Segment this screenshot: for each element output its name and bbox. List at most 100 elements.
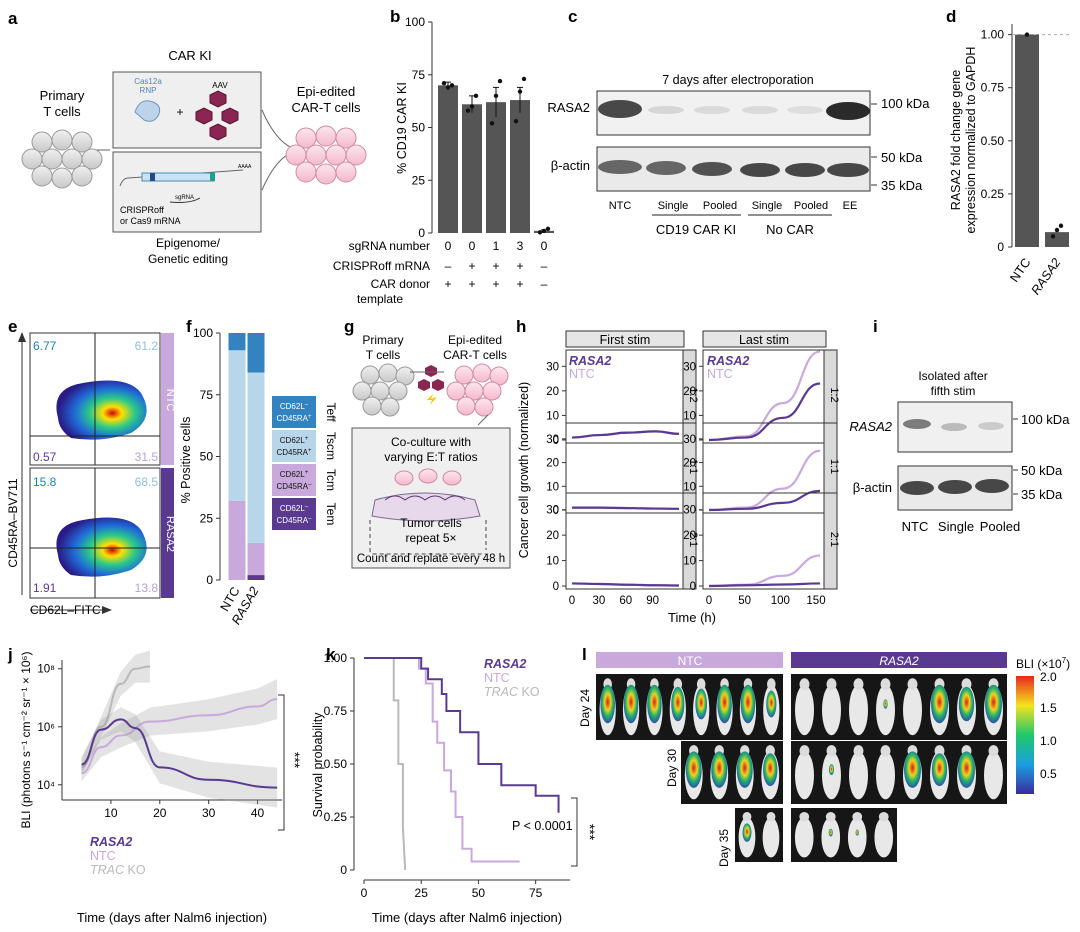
b-bar bbox=[438, 85, 458, 233]
l-tick-15: 1.5 bbox=[1040, 701, 1057, 715]
g-tumor-1: Tumor cells bbox=[400, 516, 462, 530]
k-series-line bbox=[364, 657, 520, 863]
f-legend-swatch bbox=[272, 498, 316, 530]
f-legend-l1: CD62L– bbox=[280, 402, 309, 411]
g-aav-icon bbox=[418, 365, 444, 391]
h-legend-ntc-first: NTC bbox=[569, 367, 595, 381]
g-primary-1: Primary bbox=[362, 333, 403, 347]
d-ylabel-2: expression normalized to GAPDH bbox=[964, 47, 978, 234]
l-mouse-signal bbox=[717, 684, 732, 724]
h-strip-first-text: First stim bbox=[600, 333, 651, 347]
e-rasa2-q2: 68.5 bbox=[135, 475, 159, 489]
j-ci-band bbox=[81, 707, 278, 808]
b-row-value: 3 bbox=[517, 239, 524, 253]
f-legend-l1: CD62L+ bbox=[280, 436, 309, 445]
h-series-rasa2 bbox=[572, 506, 680, 510]
k-legend-trac: TRAC KO bbox=[484, 685, 540, 699]
k-sig-stars: *** bbox=[582, 824, 598, 841]
editing-box bbox=[112, 151, 262, 233]
mrna-domain-2 bbox=[210, 173, 215, 181]
b-point bbox=[517, 89, 523, 94]
b-row-label-crisproff: CRISPRoff mRNA bbox=[333, 259, 430, 273]
h-ytick-label: 30 bbox=[546, 361, 559, 373]
j-series-line bbox=[81, 718, 278, 789]
e-tag-ntc-text: NTC bbox=[164, 389, 176, 412]
panel-letter-l: l bbox=[582, 645, 587, 664]
h-ytick-label: 10 bbox=[683, 481, 696, 493]
f-legend-l2-sign: + bbox=[308, 448, 312, 454]
b-row-values: 0 0 1 3 0 – + + + – + + + + – bbox=[444, 239, 547, 291]
h-ytick-label: 10 bbox=[683, 410, 696, 422]
b-row-value: + bbox=[516, 259, 523, 273]
d-ytick-label: 0 bbox=[997, 240, 1004, 254]
e-rasa2-q4: 13.8 bbox=[135, 581, 159, 595]
f-legend-l1-sign: + bbox=[305, 470, 309, 476]
mrna-strand bbox=[119, 169, 244, 187]
l-mouse-head bbox=[826, 745, 837, 757]
mrna-domain-1 bbox=[150, 173, 155, 181]
l-mouse-head bbox=[767, 678, 776, 691]
k-ylabel: Survival probability bbox=[311, 712, 325, 818]
c-group-2: No CAR bbox=[766, 222, 814, 237]
k-xtick-label: 25 bbox=[415, 886, 429, 900]
b-point bbox=[545, 226, 551, 231]
b-row-value: + bbox=[444, 277, 451, 291]
j-legend-trac-name: TRAC bbox=[90, 863, 125, 877]
h-ytick-label: 20 bbox=[683, 530, 696, 542]
panel-letter-g: g bbox=[344, 317, 354, 336]
k-ytick-label: 0 bbox=[340, 863, 347, 877]
i-band-2 bbox=[941, 423, 967, 431]
c-rasa2-label: RASA2 bbox=[547, 100, 590, 115]
h-cell-frame bbox=[702, 492, 825, 590]
l-day35: Day 35 bbox=[717, 829, 731, 867]
f-legend-l1-sign: – bbox=[305, 504, 309, 510]
f-bar-segment bbox=[228, 333, 246, 351]
h-series-rasa2 bbox=[571, 582, 680, 587]
b-bar bbox=[462, 104, 482, 233]
j-ytick-label: 10⁸ bbox=[37, 664, 55, 676]
c-bands bbox=[598, 100, 870, 177]
g-primary-cells bbox=[352, 363, 415, 417]
c-kda50: 50 kDa bbox=[881, 150, 923, 165]
g-coculture-1: Co-culture with bbox=[391, 435, 471, 449]
b-point bbox=[469, 104, 475, 109]
b-row-value: + bbox=[492, 259, 499, 273]
j-xtick-label: 20 bbox=[153, 806, 167, 820]
l-mouse-head bbox=[742, 811, 752, 822]
e-rasa2-q1: 15.8 bbox=[33, 475, 57, 489]
h-ytick-label: 10 bbox=[546, 410, 559, 422]
c-lane-pooled-2: Pooled bbox=[794, 200, 828, 212]
k-pvalue: P < 0.0001 bbox=[512, 819, 573, 833]
h-ratio-label: 1:2 bbox=[687, 387, 699, 402]
b-point bbox=[537, 230, 543, 235]
epigenome-label-2: Genetic editing bbox=[148, 252, 228, 266]
panel-letter-d: d bbox=[946, 7, 956, 26]
primary-label-2: T cells bbox=[43, 104, 81, 119]
panel-letter-j: j bbox=[7, 645, 13, 664]
j-legend-trac: TRAC KO bbox=[90, 863, 146, 877]
i-band-1 bbox=[903, 419, 931, 429]
panel-letter-a: a bbox=[8, 9, 18, 28]
b-row-label-template: template bbox=[357, 292, 403, 306]
h-ytick-label: 30 bbox=[683, 361, 696, 373]
j-xlabel: Time (days after Nalm6 injection) bbox=[77, 910, 267, 925]
d-point bbox=[1054, 227, 1060, 233]
f-bar-segment bbox=[228, 500, 246, 580]
h-series-ntc bbox=[708, 449, 821, 512]
panel-a: a Primary T cells CAR KI Cas12a RNP + AA… bbox=[8, 9, 367, 266]
j-legend-rasa2: RASA2 bbox=[90, 835, 132, 849]
g-tumor-2: repeat 5× bbox=[405, 531, 456, 545]
l-mouse-head bbox=[696, 678, 706, 691]
l-mouse-head bbox=[825, 811, 836, 822]
j-ci-band bbox=[81, 650, 150, 776]
l-mouse-signal bbox=[931, 684, 948, 724]
k-ytick-label: 0.50 bbox=[324, 757, 348, 771]
d-bar bbox=[1015, 34, 1039, 247]
l-mouse-signal bbox=[931, 753, 948, 787]
k-legend-ntc: NTC bbox=[484, 671, 510, 685]
h-ratio-label: 1:1 bbox=[828, 459, 840, 474]
f-legend-l2-name: CD45RA bbox=[277, 482, 309, 491]
j-xtick-label: 10 bbox=[104, 806, 118, 820]
c-lane-ntc: NTC bbox=[609, 200, 632, 212]
i-kda100: 100 kDa bbox=[1021, 412, 1070, 427]
